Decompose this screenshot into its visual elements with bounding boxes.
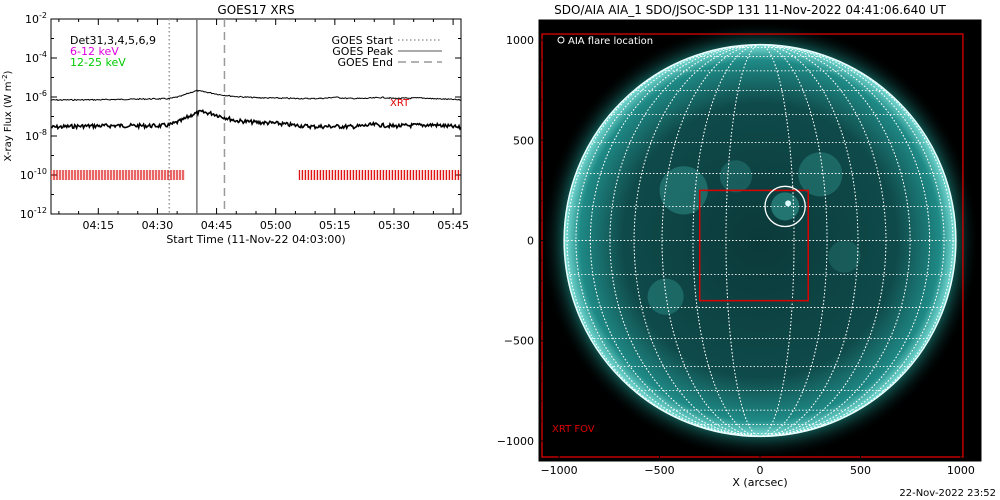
emission-blob: [828, 240, 861, 273]
emission-blob: [647, 278, 684, 315]
goes-chart: GOES17 XRS 10-2 10-4 10-6 10-8 10-10 10-12 04…: [1, 3, 469, 246]
flare-bright-spot: [785, 200, 792, 207]
aia-x-tick-label: −1000: [540, 464, 577, 477]
aia-title: SDO/AIA AIA_1 SDO/JSOC-SDP 131 11-Nov-20…: [554, 3, 946, 17]
goes-x-tick-label: 05:45: [437, 219, 469, 232]
longitude-line: [575, 44, 945, 437]
aia-x-tick-label: 0: [757, 464, 764, 477]
aia-image-panel: SDO/AIA AIA_1 SDO/JSOC-SDP 131 11-Nov-20…: [497, 3, 996, 499]
goes-legend-right: GOES Start GOES Peak GOES End: [332, 34, 442, 69]
goes-y-axis-label: X-ray Flux (W m-2): [1, 70, 14, 161]
xrt-fov-label: XRT FOV: [552, 424, 595, 435]
goes-x-tick-label: 04:30: [142, 219, 174, 232]
aia-y-tick-label: −500: [504, 335, 534, 348]
aia-y-tick-label: −1000: [497, 435, 534, 448]
plot-timestamp: 22-Nov-2022 23:52: [899, 488, 996, 499]
legend-goes-start: GOES Start: [332, 34, 394, 47]
goes-y-tick-label: 10-4: [25, 50, 47, 65]
longitude-line: [609, 44, 911, 437]
goes-x-axis-label: Start Time (11-Nov-22 04:03:00): [166, 233, 345, 246]
active-region-emission: [647, 152, 861, 315]
aia-x-tick-label: 1000: [947, 464, 975, 477]
goes-y-label-close: ): [3, 70, 14, 74]
emission-blob: [659, 166, 708, 215]
longitude-line: [725, 44, 795, 437]
goes-y-tick-labels: 10-2 10-4 10-6 10-8 10-10 10-12: [20, 11, 47, 221]
goes-x-tick-label: 04:45: [201, 219, 233, 232]
xrt-fov-outer-box: [541, 33, 964, 458]
solar-disk: [564, 44, 956, 437]
goes-chart-title: GOES17 XRS: [217, 3, 294, 17]
goes-x-tick-label: 05:15: [319, 219, 351, 232]
goes-y-tick-label: 10-10: [20, 167, 47, 182]
goes-y-label-main: X-ray Flux (W m: [3, 81, 14, 161]
emission-blob: [719, 160, 752, 193]
xrt-coverage-band: [51, 170, 186, 180]
longitude-line: [589, 44, 931, 437]
goes-y-label-exponent: -2: [1, 74, 9, 81]
goes-long-channel-line: [51, 89, 461, 102]
goes-x-tick-label: 05:00: [260, 219, 292, 232]
aia-y-tick-labels: 1000 500 0 −500 −1000: [497, 34, 534, 448]
legend-6-12-kev: 6-12 keV: [70, 45, 119, 58]
legend-detector: Det31,3,4,5,6,9: [70, 34, 156, 47]
longitude-line: [566, 44, 954, 437]
aia-y-tick-label: 1000: [506, 34, 534, 47]
xrt-fov-inner-box: [698, 189, 809, 302]
legend-goes-end: GOES End: [337, 56, 393, 69]
legend-goes-peak: GOES Peak: [332, 45, 393, 58]
goes-short-channel-line: [51, 108, 461, 131]
xrt-coverage: [51, 170, 461, 180]
goes-legend-left: Det31,3,4,5,6,9 6-12 keV 12-25 keV: [70, 34, 156, 69]
aia-y-tick-label: 500: [513, 134, 534, 147]
heliographic-grid: [564, 44, 956, 437]
goes-y-tick-label: 10-12: [20, 206, 47, 221]
goes-xrt-label: XRT: [390, 98, 410, 109]
goes-y-tick-label: 10-6: [25, 89, 47, 104]
aia-flare-location-marker: [764, 185, 806, 228]
longitude-line: [633, 44, 887, 437]
longitude-line: [661, 44, 859, 437]
goes-y-tick-label: 10-8: [25, 128, 47, 143]
aia-x-tick-labels: −1000 −500 0 500 1000: [540, 464, 974, 477]
emission-blob: [798, 152, 843, 197]
goes-y-tick-label: 10-2: [25, 11, 47, 26]
aia-x-tick-label: −500: [644, 464, 674, 477]
aia-x-axis-label: X (arcsec): [732, 476, 787, 489]
aia-legend-marker: [557, 36, 565, 44]
aia-axis-ticks: [539, 39, 962, 461]
solar-limb: [563, 43, 957, 438]
goes-x-tick-label: 04:15: [82, 219, 114, 232]
aia-y-tick-label: 0: [527, 235, 534, 248]
aia-x-tick-label: 500: [850, 464, 871, 477]
aia-legend-label: AIA flare location: [568, 36, 653, 47]
goes-x-tick-labels: 04:15 04:30 04:45 05:00 05:15 05:30 05:45: [82, 219, 469, 232]
goes-x-tick-label: 05:30: [378, 219, 410, 232]
longitude-line: [692, 44, 828, 437]
legend-12-25-kev: 12-25 keV: [70, 56, 126, 69]
